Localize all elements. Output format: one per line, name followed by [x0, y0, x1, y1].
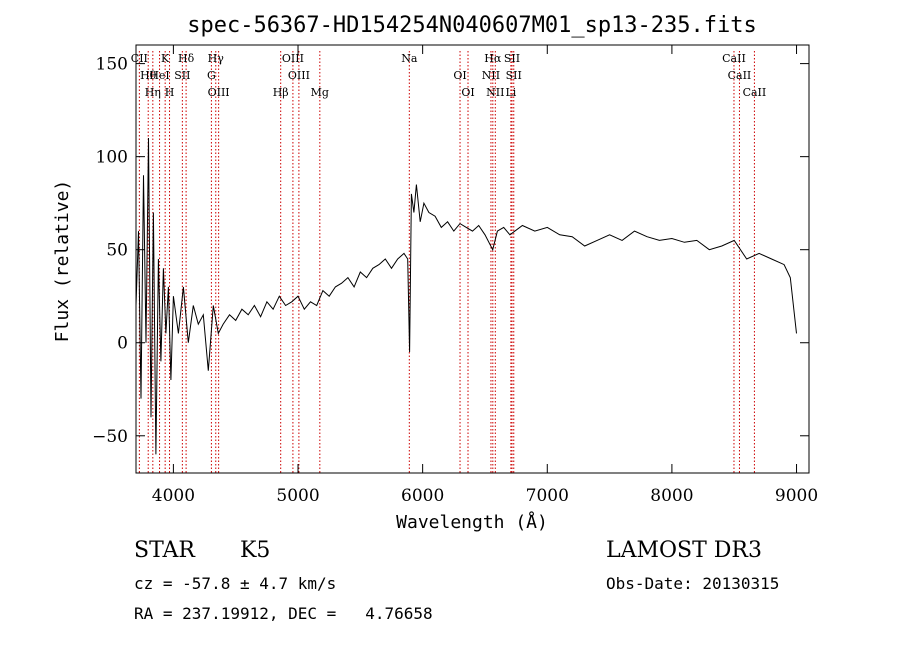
reference-line-label: CaII: [728, 69, 752, 82]
reference-line-label: OIII: [208, 86, 230, 99]
reference-line-label: Hθ: [140, 69, 157, 82]
chart-title: spec-56367-HD154254N040607M01_sp13-235.f…: [187, 13, 757, 38]
reference-line-label: K: [161, 52, 170, 65]
axis-ticks: 4000 5000 6000 7000 8000 9000 −50 0 50 100 150: [92, 45, 818, 506]
reference-line-label: Hγ: [208, 52, 225, 65]
reference-line-label: SII: [504, 52, 520, 65]
reference-line-label: Hη: [145, 86, 161, 99]
y-tick-label: 0: [117, 334, 128, 354]
x-tick-label: 6000: [401, 486, 444, 506]
reference-labels: CIIHθHηKHeIHHδSIIOIIIHγGHβOIIIOIIIMgNaOI…: [131, 52, 766, 99]
reference-line-label: Hα: [484, 52, 502, 65]
object-class: STAR: [134, 538, 195, 563]
reference-line-label: Hδ: [178, 52, 195, 65]
x-tick-label: 8000: [650, 486, 693, 506]
y-tick-label: −50: [92, 427, 128, 447]
redshift-cz: cz = -57.8 ± 4.7 km/s: [134, 574, 337, 593]
y-tick-label: 150: [96, 55, 128, 75]
object-subclass: K5: [240, 538, 271, 563]
x-axis-label: Wavelength (Å): [396, 511, 548, 533]
ra-dec: RA = 237.19912, DEC = 4.76658: [134, 604, 433, 623]
reference-line-label: OIII: [282, 52, 304, 65]
reference-line-label: CaII: [722, 52, 746, 65]
reference-line-label: Na: [401, 52, 418, 65]
reference-line-label: Mg: [311, 86, 329, 99]
reference-line-label: HeI: [149, 69, 169, 82]
reference-lines: [138, 51, 755, 473]
reference-line-label: SII: [174, 69, 190, 82]
reference-line-label: NII: [482, 69, 500, 82]
reference-line-label: OIII: [288, 69, 310, 82]
reference-line-label: H: [165, 86, 175, 99]
reference-line-label: OI: [453, 69, 466, 82]
obs-date: Obs-Date: 20130315: [606, 574, 780, 593]
y-tick-label: 100: [96, 148, 128, 168]
reference-line-label: NII: [486, 86, 504, 99]
survey-name: LAMOST DR3: [606, 538, 762, 563]
reference-line-label: Hβ: [273, 86, 289, 99]
x-tick-label: 5000: [276, 486, 319, 506]
reference-line-label: G: [207, 69, 216, 82]
plot-frame: [135, 44, 810, 474]
x-tick-label: 4000: [152, 486, 195, 506]
reference-line-label: Li: [505, 86, 516, 99]
y-axis-label: Flux (relative): [52, 180, 73, 343]
spectrum-line: [135, 137, 797, 455]
reference-line-label: SII: [506, 69, 522, 82]
reference-line-label: CII: [131, 52, 148, 65]
reference-line-label: OI: [461, 86, 474, 99]
x-tick-label: 9000: [775, 486, 818, 506]
x-tick-label: 7000: [526, 486, 569, 506]
reference-line-label: CaII: [743, 86, 767, 99]
spectrum-chart: spec-56367-HD154254N040607M01_sp13-235.f…: [52, 13, 818, 533]
y-tick-label: 50: [106, 241, 128, 261]
